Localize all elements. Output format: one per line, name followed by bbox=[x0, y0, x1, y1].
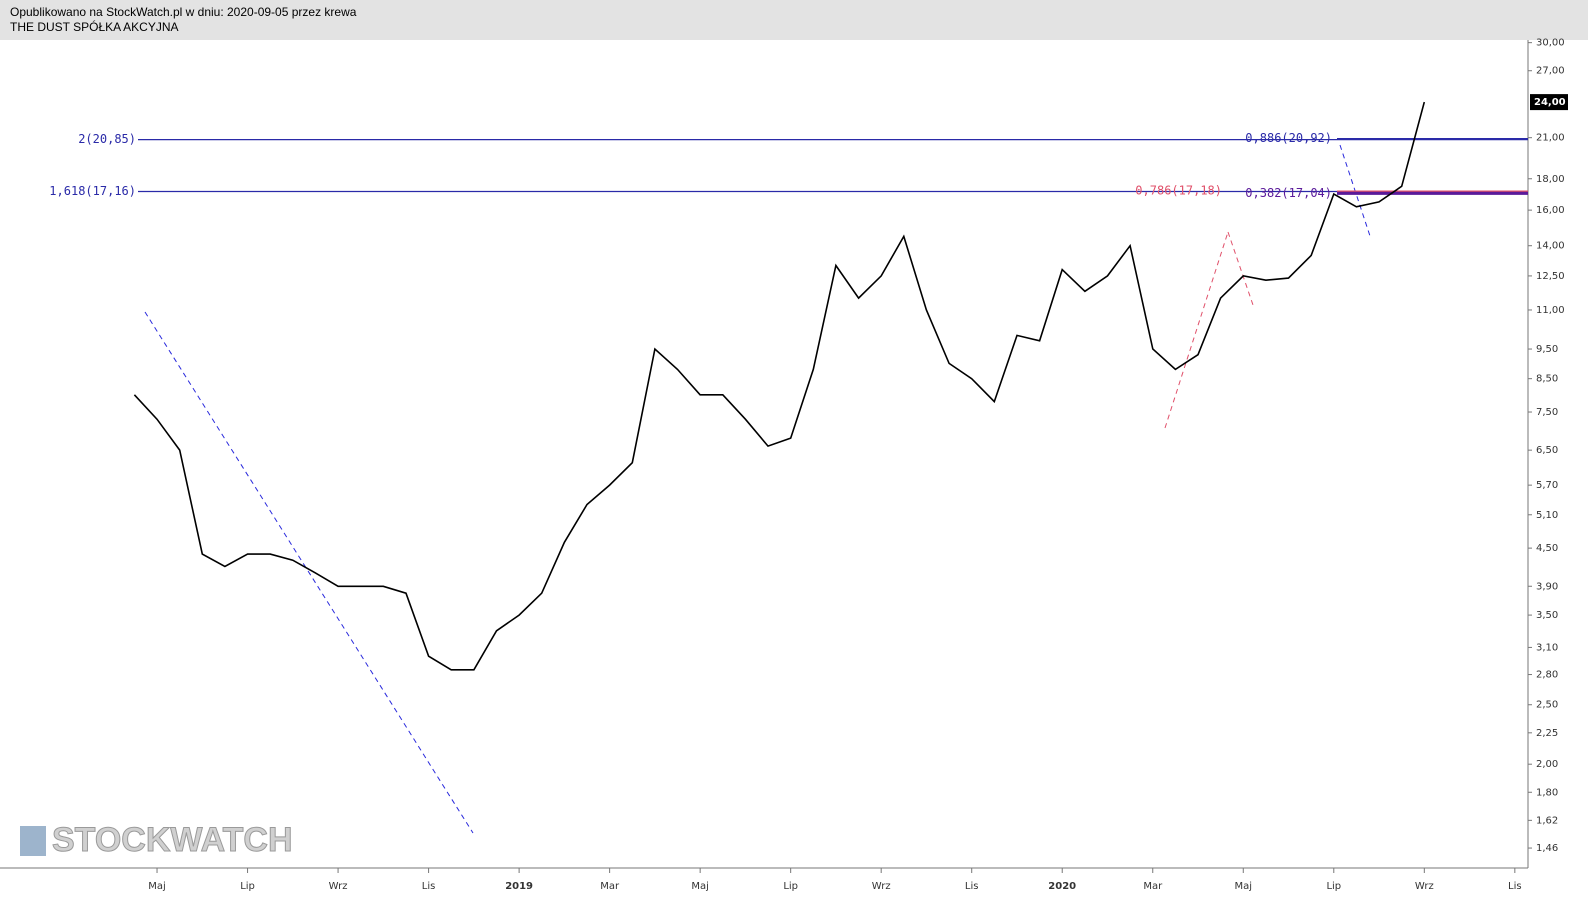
y-tick-label: 2,25 bbox=[1536, 728, 1558, 739]
company: THE DUST SPÓŁKA AKCYJNA bbox=[10, 19, 179, 34]
y-tick-label: 2,80 bbox=[1536, 670, 1558, 681]
y-tick-label: 8,50 bbox=[1536, 374, 1558, 385]
y-tick-label: 6,50 bbox=[1536, 445, 1558, 456]
x-tick-label: Lip bbox=[240, 881, 255, 892]
fib-label: 2(20,85) bbox=[78, 132, 136, 146]
y-tick-label: 1,80 bbox=[1536, 787, 1558, 798]
y-tick-label: 7,50 bbox=[1536, 407, 1558, 418]
x-tick-label: Maj bbox=[1234, 881, 1252, 892]
watermark: STOCKWATCH bbox=[52, 821, 293, 859]
x-tick-label: Mar bbox=[1143, 881, 1163, 892]
x-tick-label: Mar bbox=[600, 881, 620, 892]
trend-line bbox=[1164, 231, 1229, 429]
x-tick-label: Lip bbox=[1326, 881, 1341, 892]
y-tick-label: 2,00 bbox=[1536, 759, 1558, 770]
trend-line bbox=[1339, 144, 1371, 237]
x-tick-label: Lis bbox=[422, 881, 436, 892]
trend-line bbox=[1227, 231, 1254, 306]
x-tick-label: 2019 bbox=[505, 881, 533, 892]
y-tick-label: 18,00 bbox=[1536, 174, 1565, 185]
x-tick-label: Lis bbox=[1508, 881, 1522, 892]
x-tick-label: Maj bbox=[691, 881, 709, 892]
y-tick-label: 14,00 bbox=[1536, 241, 1565, 252]
x-tick-label: Wrz bbox=[1415, 881, 1434, 892]
header-band bbox=[0, 0, 1588, 40]
y-tick-label: 1,62 bbox=[1536, 815, 1558, 826]
last-price-label: 24,00 bbox=[1534, 97, 1566, 108]
x-tick-label: Wrz bbox=[329, 881, 348, 892]
y-tick-label: 9,50 bbox=[1536, 344, 1558, 355]
x-tick-label: 2020 bbox=[1048, 881, 1076, 892]
y-tick-label: 5,70 bbox=[1536, 480, 1558, 491]
fib-label: 1,618(17,16) bbox=[49, 184, 136, 198]
y-tick-label: 12,50 bbox=[1536, 271, 1565, 282]
x-tick-label: Lis bbox=[965, 881, 979, 892]
y-tick-label: 27,00 bbox=[1536, 66, 1565, 77]
last-price-box bbox=[1530, 94, 1568, 111]
y-tick-label: 2,50 bbox=[1536, 700, 1558, 711]
fib-label: 0,886(20,92) bbox=[1245, 131, 1332, 145]
y-tick-label: 3,90 bbox=[1536, 581, 1558, 592]
fib-label: 0,786(17,18) bbox=[1135, 184, 1222, 198]
x-tick-label: Lip bbox=[783, 881, 798, 892]
x-tick-label: Maj bbox=[148, 881, 166, 892]
published: Opublikowano na StockWatch.pl w dniu: 20… bbox=[10, 5, 357, 19]
y-tick-label: 4,50 bbox=[1536, 543, 1558, 554]
price-line bbox=[133, 101, 1426, 671]
y-tick-label: 16,00 bbox=[1536, 205, 1565, 216]
fib-label: 0,382(17,04) bbox=[1245, 186, 1332, 200]
logo-icon bbox=[20, 826, 46, 856]
y-tick-label: 21,00 bbox=[1536, 133, 1565, 144]
x-tick-label: Wrz bbox=[872, 881, 891, 892]
y-tick-label: 5,10 bbox=[1536, 510, 1558, 521]
y-tick-label: 3,50 bbox=[1536, 610, 1558, 621]
y-tick-label: 30,00 bbox=[1536, 38, 1565, 49]
y-tick-label: 11,00 bbox=[1536, 305, 1565, 316]
trend-line bbox=[144, 311, 474, 834]
y-tick-label: 1,46 bbox=[1536, 843, 1558, 854]
y-tick-label: 3,10 bbox=[1536, 642, 1558, 653]
